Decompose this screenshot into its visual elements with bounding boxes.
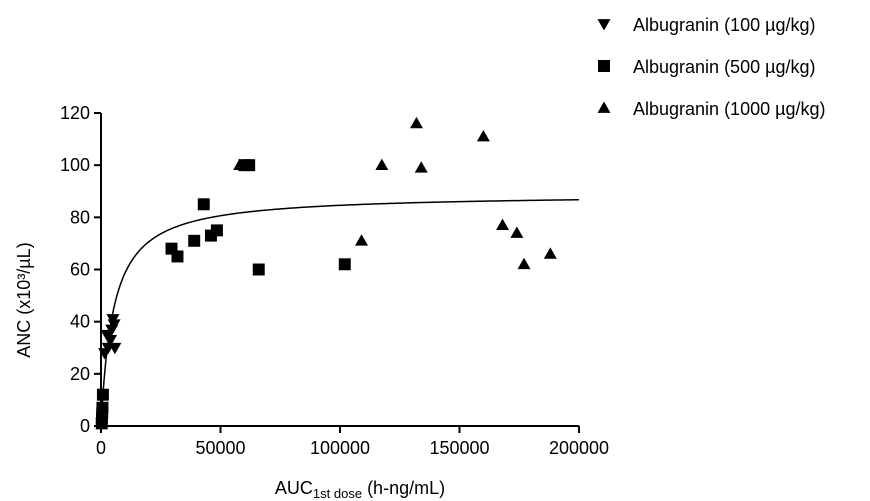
x-tick-label: 100000 (310, 438, 370, 458)
y-tick-label: 40 (70, 312, 90, 332)
data-point-square (197, 198, 210, 211)
y-tick-label: 80 (70, 207, 90, 227)
y-tick-label: 20 (70, 364, 90, 384)
legend-marker-triangle-down (597, 19, 611, 31)
legend-label-1000: Albugranin (1000 µg/kg) (633, 99, 826, 119)
data-point-triangle-up (409, 116, 423, 129)
series-triangle-down (98, 314, 122, 360)
y-axis-title: ANC (x10³/µL) (14, 242, 34, 357)
legend-item-500: Albugranin (500 µg/kg) (598, 57, 815, 77)
data-point-triangle-down (104, 335, 118, 347)
data-point-triangle-down (107, 319, 121, 331)
legend: Albugranin (100 µg/kg) Albugranin (500 µ… (597, 15, 826, 119)
data-point-square (243, 159, 256, 172)
series-square (95, 159, 351, 430)
data-point-square (171, 250, 184, 263)
data-point-square (96, 401, 109, 414)
data-point-triangle-up (510, 226, 524, 238)
x-tick-label: 150000 (429, 438, 489, 458)
x-axis-title-sub: 1st dose (313, 486, 362, 501)
y-tick-label: 60 (70, 260, 90, 280)
data-point-triangle-down (108, 342, 122, 355)
data-point-triangle-up (375, 158, 389, 171)
x-tick-label: 200000 (549, 438, 609, 458)
data-point-triangle-up (233, 158, 247, 171)
fit-curve (100, 198, 580, 427)
data-point-triangle-up (517, 257, 531, 270)
x-axis-title-suffix: (h-ng/mL) (362, 478, 445, 498)
legend-label-100: Albugranin (100 µg/kg) (633, 15, 815, 35)
legend-marker-square (598, 60, 610, 72)
x-axis-title: AUC1st dose (h-ng/mL) (275, 478, 445, 501)
y-tick-label: 100 (60, 155, 90, 175)
data-point-square (210, 224, 223, 237)
data-point-triangle-up (355, 234, 369, 246)
data-point-square (338, 258, 351, 271)
y-tick-label: 120 (60, 103, 90, 123)
data-point-square (252, 263, 265, 276)
series-triangle-up (233, 116, 557, 270)
x-tick-label: 0 (96, 438, 106, 458)
legend-marker-triangle-up (597, 101, 611, 113)
legend-item-1000: Albugranin (1000 µg/kg) (597, 99, 826, 119)
data-point-square (188, 234, 201, 247)
x-axis-title-main: AUC (275, 478, 313, 498)
data-point-square (96, 388, 109, 401)
legend-item-100: Albugranin (100 µg/kg) (597, 15, 815, 35)
y-tick-label: 0 (80, 416, 90, 436)
data-point-triangle-up (476, 129, 490, 142)
legend-label-500: Albugranin (500 µg/kg) (633, 57, 815, 77)
x-tick-label: 50000 (195, 438, 245, 458)
data-point-triangle-up (496, 218, 510, 231)
data-points (95, 116, 557, 430)
data-point-triangle-up (543, 247, 557, 259)
data-point-triangle-up (414, 161, 428, 173)
axis-ticks: 0 20 40 60 80 100 120 0 50000 100000 150000 200000 (60, 103, 609, 458)
